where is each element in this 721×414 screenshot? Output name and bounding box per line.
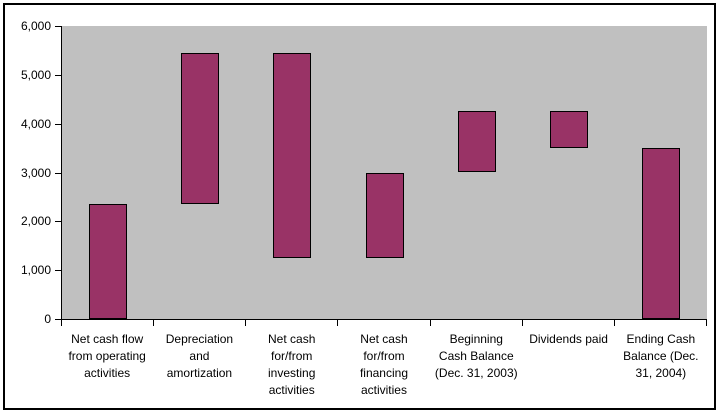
x-axis-tick [429, 320, 431, 326]
y-axis-label: 5,000 [20, 67, 51, 82]
y-axis-label: 0 [44, 312, 51, 326]
y-axis-label: 4,000 [20, 116, 51, 131]
x-axis-tick [61, 320, 62, 326]
plot-area [61, 26, 707, 320]
bar-6 [549, 111, 588, 149]
y-axis-tick [55, 221, 61, 223]
x-axis-tick [337, 320, 339, 326]
y-axis-tick [55, 26, 61, 27]
x-axis-tick [153, 320, 155, 326]
category-axis-labels: Net cash flow from operating activities D… [61, 331, 707, 399]
y-axis-tick [55, 270, 61, 272]
x-axis-tick [613, 320, 615, 326]
x-axis-tick [245, 320, 247, 326]
y-axis-label: 3,000 [20, 165, 51, 180]
category-label-3: Net cash for/from investing activities [268, 332, 316, 397]
x-axis-tick [521, 320, 523, 326]
y-axis-tick [55, 74, 61, 76]
category-label-2: Depreciation and amortization [165, 332, 234, 380]
y-axis-label: 1,000 [20, 263, 51, 278]
category-label-1: Net cash flow from operating activities [68, 332, 146, 380]
category-label-7: Ending Cash Balance (Dec. 31, 2004) [623, 332, 699, 380]
bar-4 [365, 172, 404, 258]
y-axis-tick [55, 123, 61, 125]
bar-3 [273, 52, 312, 258]
bar-5 [457, 111, 496, 173]
y-axis-tick [55, 319, 61, 320]
y-axis-label: 6,000 [20, 19, 51, 33]
bar-7 [641, 148, 680, 319]
category-label-4: Net cash for/from financing activities [359, 332, 408, 397]
category-label-6: Dividends paid [529, 332, 608, 346]
y-axis-tick [55, 172, 61, 174]
bar-1 [89, 204, 128, 319]
bar-2 [181, 52, 220, 205]
x-axis-tick [706, 320, 707, 326]
y-axis-label: 2,000 [20, 214, 51, 229]
category-label-5: Beginning Cash Balance (Dec. 31, 2003) [434, 332, 518, 380]
